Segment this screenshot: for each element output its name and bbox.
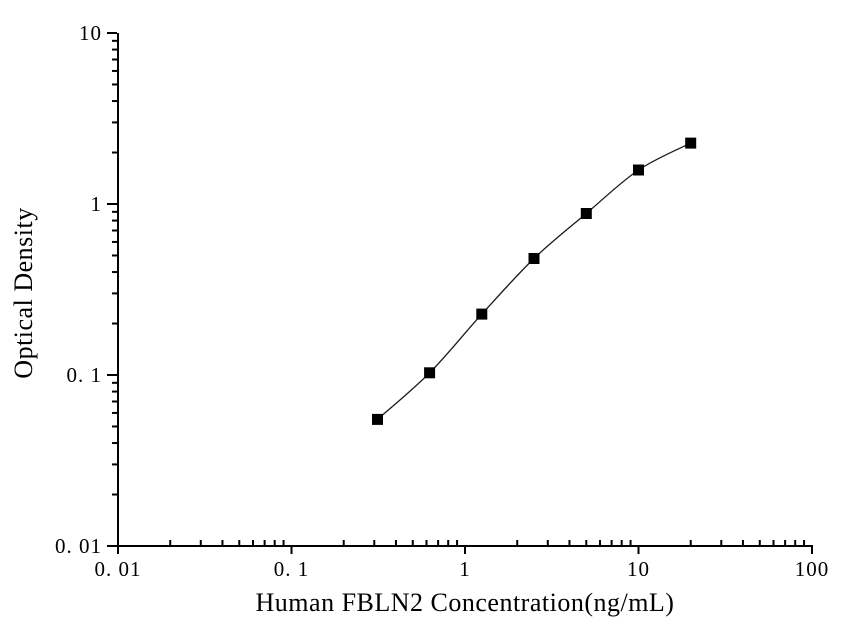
y-tick-label: 0. 01: [55, 534, 102, 558]
x-tick-label: 100: [795, 557, 830, 581]
x-tick-label: 10: [627, 557, 650, 581]
data-point-marker: [476, 308, 488, 320]
data-point-marker: [528, 253, 540, 264]
x-axis-title: Human FBLN2 Concentration(ng/mL): [255, 588, 675, 617]
data-point-marker: [372, 413, 383, 425]
y-tick-label: 10: [79, 21, 102, 45]
x-tick-label: 0. 01: [95, 557, 142, 581]
y-tick-label: 1: [91, 192, 103, 216]
data-point-marker: [685, 137, 697, 149]
data-point-marker: [633, 164, 644, 176]
x-tick-label: 0. 1: [274, 557, 310, 581]
data-point-marker: [580, 208, 592, 219]
y-tick-label: 0. 1: [67, 363, 103, 387]
data-point-marker: [424, 367, 436, 379]
x-tick-label: 1: [459, 557, 471, 581]
y-axis-title: Optical Density: [9, 207, 38, 379]
